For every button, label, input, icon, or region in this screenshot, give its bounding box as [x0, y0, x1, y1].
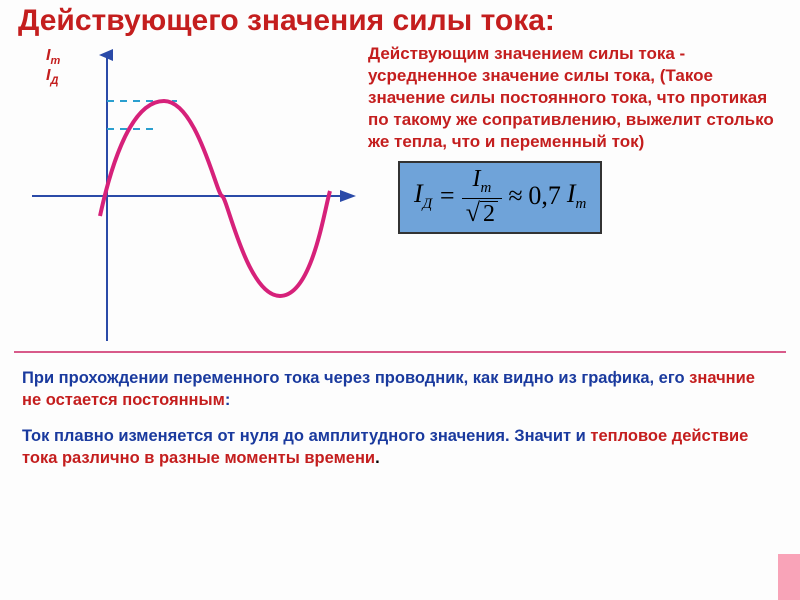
corner-accent — [778, 554, 800, 600]
fraction-num: Im — [468, 167, 495, 198]
formula-eq: = — [438, 181, 456, 211]
page-title: Действующего значения силы тока: — [0, 0, 800, 41]
p2-end: . — [375, 449, 380, 467]
formula-rhs: Im — [567, 179, 587, 213]
label-Id: IД — [46, 67, 60, 87]
formula-fraction: Im √2 — [462, 167, 502, 226]
p1-blue: При прохождении переменного тока через п… — [22, 369, 689, 387]
paragraph-2: Ток плавно изменяется от нуля до амплиту… — [22, 425, 778, 470]
fraction-den: √2 — [462, 198, 502, 226]
sine-curve — [100, 101, 330, 296]
p1-end: : — [225, 391, 231, 409]
formula-lhs: IД — [414, 179, 432, 213]
p2-blue-a: Ток плавно изменяется от нуля до амплиту… — [22, 427, 590, 445]
label-Im: Im — [46, 47, 60, 67]
sine-chart: Im IД — [12, 41, 362, 351]
lower-section: При прохождении переменного тока через п… — [0, 353, 800, 494]
formula: IД = Im √2 ≈ 0,7Im — [414, 167, 586, 226]
formula-box: IД = Im √2 ≈ 0,7Im — [398, 161, 602, 234]
upper-section: Im IД Действующим значением силы тока - — [0, 41, 800, 351]
paragraph-1: При прохождении переменного тока через п… — [22, 367, 778, 412]
chart-y-labels: Im IД — [46, 47, 60, 88]
chart-svg — [12, 41, 362, 351]
sqrt: √2 — [466, 201, 498, 226]
formula-coeff: 0,7 — [528, 181, 561, 211]
definition-text: Действующим значением силы тока - усредн… — [368, 41, 788, 153]
right-column: Действующим значением силы тока - усредн… — [362, 41, 788, 351]
formula-approx: ≈ — [508, 181, 522, 211]
